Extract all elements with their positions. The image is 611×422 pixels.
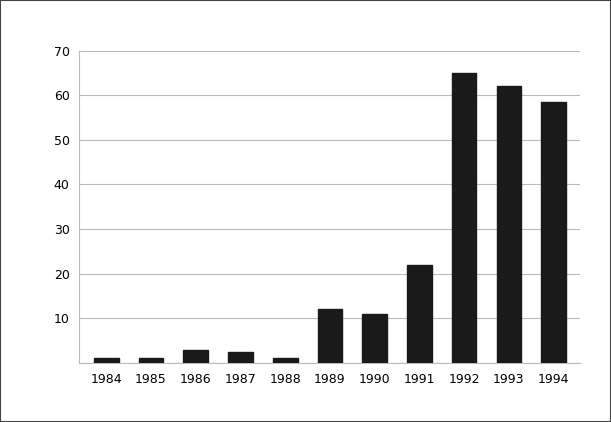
Bar [94, 358, 119, 363]
Bar [183, 349, 208, 363]
Bar [497, 87, 521, 363]
Bar [228, 352, 253, 363]
Bar [452, 73, 477, 363]
Bar [362, 314, 387, 363]
Bar [139, 358, 163, 363]
Bar [407, 265, 432, 363]
Bar [318, 309, 342, 363]
Bar [541, 102, 566, 363]
Bar [273, 358, 298, 363]
